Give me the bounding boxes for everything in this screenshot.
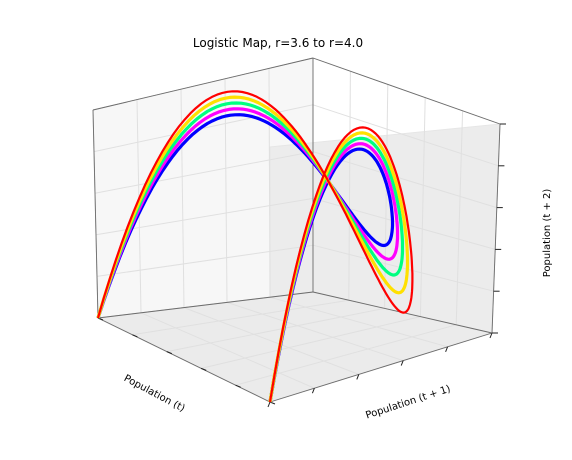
grid-line	[268, 68, 271, 298]
y-tick	[489, 332, 493, 339]
series-curve	[96, 95, 410, 403]
x-tick	[97, 317, 104, 321]
grid-line	[226, 301, 404, 362]
grid-line	[235, 324, 457, 386]
data-curves	[96, 90, 414, 403]
y-tick	[311, 388, 315, 394]
z-axis-line	[491, 123, 501, 334]
x-axis-line	[97, 317, 271, 403]
grid-line	[140, 312, 315, 389]
back-floor-edge	[97, 291, 314, 319]
grid-line	[455, 110, 464, 325]
grid-line	[94, 151, 314, 194]
series-curve	[96, 90, 414, 403]
grid-line	[93, 104, 314, 153]
x-tick	[166, 351, 172, 355]
grid-line	[201, 316, 421, 369]
y-tick	[445, 346, 449, 352]
series-curve	[96, 113, 395, 403]
left-pane-edge	[92, 109, 99, 319]
grid-line	[348, 71, 351, 301]
x-tick	[269, 401, 276, 405]
y-tick	[356, 374, 360, 380]
z-axis-label: Population (t + 2)	[542, 189, 553, 278]
grid-line	[312, 151, 497, 209]
y-tick	[267, 401, 271, 408]
grid-line	[132, 299, 349, 336]
top-back-edge	[92, 57, 314, 111]
grid-line	[183, 307, 359, 375]
axes-ticks	[97, 123, 506, 408]
x-tick	[235, 384, 241, 388]
grid-line	[96, 244, 314, 277]
grid-line	[180, 89, 185, 308]
series-curve	[96, 101, 405, 403]
y-axis-line	[269, 332, 493, 403]
x-axis-label: Population (t)	[122, 373, 187, 414]
chart-title: Logistic Map, r=3.6 to r=4.0	[193, 36, 363, 50]
grid-line	[312, 104, 499, 167]
series-curve	[96, 107, 400, 403]
x-tick	[201, 367, 207, 371]
y-tick	[400, 360, 404, 366]
y-axis-label: Population (t + 1)	[364, 384, 452, 422]
grid-line	[166, 307, 385, 353]
grid-line	[269, 296, 448, 348]
grid-line	[312, 244, 494, 292]
x-tick	[132, 334, 138, 338]
top-right-edge	[312, 57, 501, 125]
grid-line	[419, 97, 426, 317]
